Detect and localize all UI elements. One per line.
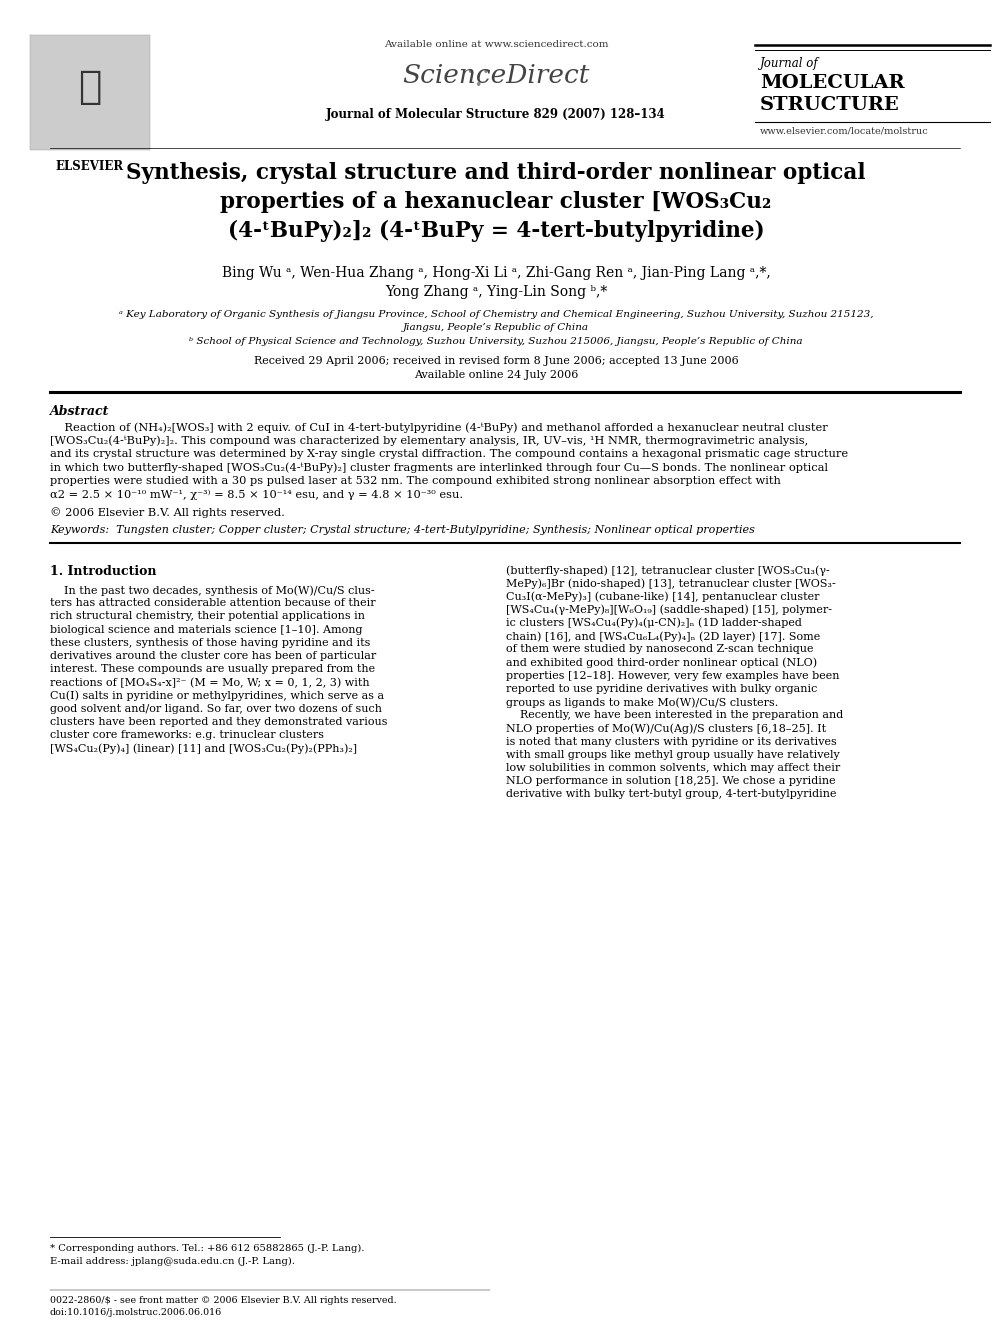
Text: Recently, we have been interested in the preparation and: Recently, we have been interested in the… [506,710,843,720]
Text: [WS₄Cu₄(γ-MePy)₈][W₆O₁₉] (saddle-shaped) [15], polymer-: [WS₄Cu₄(γ-MePy)₈][W₆O₁₉] (saddle-shaped)… [506,605,832,615]
Text: derivatives around the cluster core has been of particular: derivatives around the cluster core has … [50,651,376,662]
Text: •: • [474,78,482,91]
Text: reactions of [MO₄S₄-x]²⁻ (M = Mo, W; x = 0, 1, 2, 3) with: reactions of [MO₄S₄-x]²⁻ (M = Mo, W; x =… [50,677,370,688]
Text: ic clusters [WS₄Cu₄(Py)₄(μ-CN)₂]ₙ (1D ladder-shaped: ic clusters [WS₄Cu₄(Py)₄(μ-CN)₂]ₙ (1D la… [506,618,802,628]
Text: STRUCTURE: STRUCTURE [760,97,900,114]
Text: Reaction of (NH₄)₂[WOS₃] with 2 equiv. of CuI in 4-tert-butylpyridine (4-ᵗBuPy) : Reaction of (NH₄)₂[WOS₃] with 2 equiv. o… [50,422,827,433]
Text: ters has attracted considerable attention because of their: ters has attracted considerable attentio… [50,598,376,609]
Text: In the past two decades, synthesis of Mo(W)/Cu/S clus-: In the past two decades, synthesis of Mo… [50,585,375,595]
Text: ELSEVIER: ELSEVIER [56,160,124,173]
Text: properties of a hexanuclear cluster [WOS₃Cu₂: properties of a hexanuclear cluster [WOS… [220,191,772,213]
Text: E-mail address: jplang@suda.edu.cn (J.-P. Lang).: E-mail address: jplang@suda.edu.cn (J.-P… [50,1257,295,1266]
Text: ᵃ Key Laboratory of Organic Synthesis of Jiangsu Province, School of Chemistry a: ᵃ Key Laboratory of Organic Synthesis of… [119,310,873,319]
Text: of them were studied by nanosecond Z-scan technique: of them were studied by nanosecond Z-sca… [506,644,813,654]
Text: rich structural chemistry, their potential applications in: rich structural chemistry, their potenti… [50,611,365,622]
Text: •  •: • • [466,66,489,78]
Text: groups as ligands to make Mo(W)/Cu/S clusters.: groups as ligands to make Mo(W)/Cu/S clu… [506,697,779,708]
Text: good solvent and/or ligand. So far, over two dozens of such: good solvent and/or ligand. So far, over… [50,704,382,714]
Text: © 2006 Elsevier B.V. All rights reserved.: © 2006 Elsevier B.V. All rights reserved… [50,507,285,517]
Text: 1. Introduction: 1. Introduction [50,565,157,578]
Text: ScienceDirect: ScienceDirect [403,64,589,89]
Text: * Corresponding authors. Tel.: +86 612 65882865 (J.-P. Lang).: * Corresponding authors. Tel.: +86 612 6… [50,1244,364,1253]
Text: interest. These compounds are usually prepared from the: interest. These compounds are usually pr… [50,664,375,675]
Text: www.elsevier.com/locate/molstruc: www.elsevier.com/locate/molstruc [760,127,929,136]
Text: and its crystal structure was determined by X-ray single crystal diffraction. Th: and its crystal structure was determined… [50,448,848,459]
Text: Keywords:  Tungsten cluster; Copper cluster; Crystal structure; 4-tert-Butylpyri: Keywords: Tungsten cluster; Copper clust… [50,525,755,534]
Text: Journal of: Journal of [760,57,818,70]
Text: with small groups like methyl group usually have relatively: with small groups like methyl group usua… [506,750,840,759]
Text: Journal of Molecular Structure 829 (2007) 128–134: Journal of Molecular Structure 829 (2007… [326,108,666,120]
Text: NLO properties of Mo(W)/Cu(Ag)/S clusters [6,18–25]. It: NLO properties of Mo(W)/Cu(Ag)/S cluster… [506,724,826,734]
Text: clusters have been reported and they demonstrated various: clusters have been reported and they dem… [50,717,388,728]
Text: properties were studied with a 30 ps pulsed laser at 532 nm. The compound exhibi: properties were studied with a 30 ps pul… [50,476,781,486]
Text: Cu(I) salts in pyridine or methylpyridines, which serve as a: Cu(I) salts in pyridine or methylpyridin… [50,691,384,701]
Text: these clusters, synthesis of those having pyridine and its: these clusters, synthesis of those havin… [50,638,370,648]
Text: α2 = 2.5 × 10⁻¹⁰ mW⁻¹, χ⁻³⁾ = 8.5 × 10⁻¹⁴ esu, and γ = 4.8 × 10⁻³⁰ esu.: α2 = 2.5 × 10⁻¹⁰ mW⁻¹, χ⁻³⁾ = 8.5 × 10⁻¹… [50,490,463,500]
Text: Synthesis, crystal structure and third-order nonlinear optical: Synthesis, crystal structure and third-o… [126,161,866,184]
Text: 🌳: 🌳 [78,67,102,106]
Text: [WS₄Cu₂(Py)₄] (linear) [11] and [WOS₃Cu₂(Py)₂(PPh₃)₂]: [WS₄Cu₂(Py)₄] (linear) [11] and [WOS₃Cu₂… [50,744,357,754]
Text: Received 29 April 2006; received in revised form 8 June 2006; accepted 13 June 2: Received 29 April 2006; received in revi… [254,356,738,366]
Text: ᵇ School of Physical Science and Technology, Suzhou University, Suzhou 215006, J: ᵇ School of Physical Science and Technol… [189,337,803,347]
Text: MePy)₆]Br (nido-shaped) [13], tetranuclear cluster [WOS₃-: MePy)₆]Br (nido-shaped) [13], tetranucle… [506,578,835,589]
Text: (4-ᵗBuPy)₂]₂ (4-ᵗBuPy = 4-tert-butylpyridine): (4-ᵗBuPy)₂]₂ (4-ᵗBuPy = 4-tert-butylpyri… [228,220,764,242]
Text: Available online at www.sciencedirect.com: Available online at www.sciencedirect.co… [384,40,608,49]
Text: NLO performance in solution [18,25]. We chose a pyridine: NLO performance in solution [18,25]. We … [506,777,835,786]
Text: [WOS₃Cu₂(4-ᵗBuPy)₂]₂. This compound was characterized by elementary analysis, IR: [WOS₃Cu₂(4-ᵗBuPy)₂]₂. This compound was … [50,435,808,446]
Text: Yong Zhang ᵃ, Ying-Lin Song ᵇ,*: Yong Zhang ᵃ, Ying-Lin Song ᵇ,* [385,284,607,299]
Text: chain) [16], and [WS₄Cu₆L₄(Py)₄]ₙ (2D layer) [17]. Some: chain) [16], and [WS₄Cu₆L₄(Py)₄]ₙ (2D la… [506,631,820,642]
Text: derivative with bulky tert-butyl group, 4-tert-butylpyridine: derivative with bulky tert-butyl group, … [506,790,836,799]
Text: Cu₃I(α-MePy)₃] (cubane-like) [14], pentanuclear cluster: Cu₃I(α-MePy)₃] (cubane-like) [14], penta… [506,591,819,602]
Text: Abstract: Abstract [50,405,109,418]
Text: MOLECULAR: MOLECULAR [760,74,905,93]
Text: is noted that many clusters with pyridine or its derivatives: is noted that many clusters with pyridin… [506,737,836,746]
Text: Available online 24 July 2006: Available online 24 July 2006 [414,370,578,380]
Text: reported to use pyridine derivatives with bulky organic: reported to use pyridine derivatives wit… [506,684,817,693]
Text: biological science and materials science [1–10]. Among: biological science and materials science… [50,624,362,635]
Text: 0022-2860/$ - see front matter © 2006 Elsevier B.V. All rights reserved.: 0022-2860/$ - see front matter © 2006 El… [50,1297,397,1304]
Bar [30,34,150,149]
Text: and exhibited good third-order nonlinear optical (NLO): and exhibited good third-order nonlinear… [506,658,817,668]
Text: low solubilities in common solvents, which may affect their: low solubilities in common solvents, whi… [506,763,840,773]
Text: Bing Wu ᵃ, Wen-Hua Zhang ᵃ, Hong-Xi Li ᵃ, Zhi-Gang Ren ᵃ, Jian-Ping Lang ᵃ,*,: Bing Wu ᵃ, Wen-Hua Zhang ᵃ, Hong-Xi Li ᵃ… [221,266,771,280]
Text: in which two butterfly-shaped [WOS₃Cu₂(4-ᵗBuPy)₂] cluster fragments are interlin: in which two butterfly-shaped [WOS₃Cu₂(4… [50,463,828,474]
Text: cluster core frameworks: e.g. trinuclear clusters: cluster core frameworks: e.g. trinuclear… [50,730,324,740]
Text: properties [12–18]. However, very few examples have been: properties [12–18]. However, very few ex… [506,671,839,680]
Text: Jiangsu, People’s Republic of China: Jiangsu, People’s Republic of China [403,323,589,332]
Text: doi:10.1016/j.molstruc.2006.06.016: doi:10.1016/j.molstruc.2006.06.016 [50,1308,222,1316]
Text: (butterfly-shaped) [12], tetranuclear cluster [WOS₃Cu₃(γ-: (butterfly-shaped) [12], tetranuclear cl… [506,565,829,576]
